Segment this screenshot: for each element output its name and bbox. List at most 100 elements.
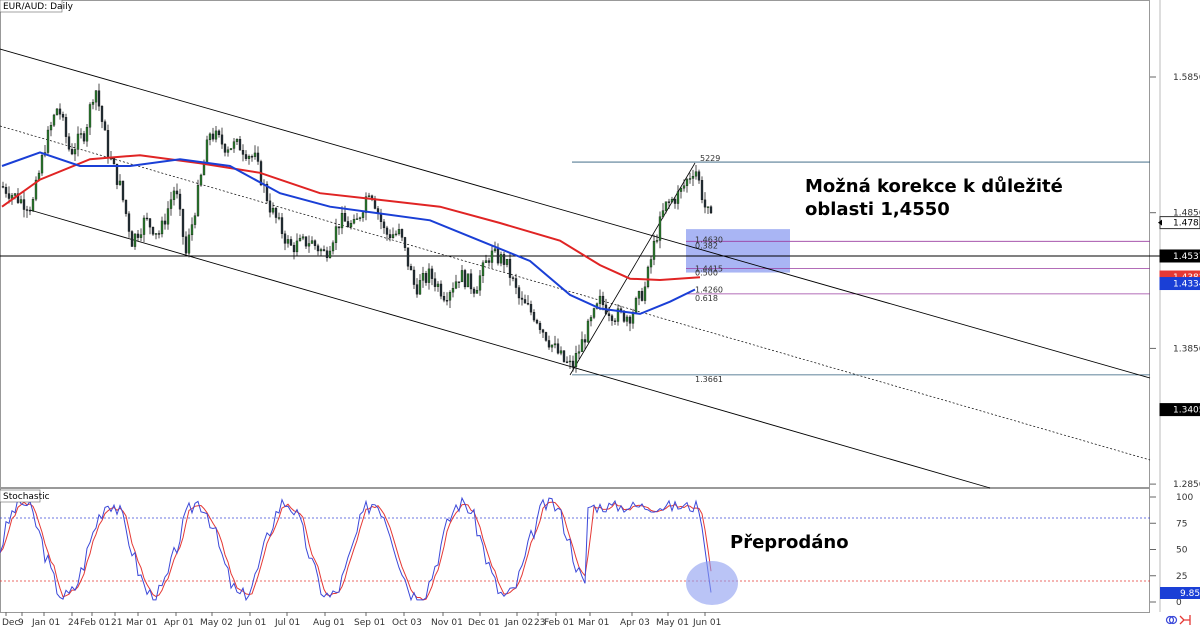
- candle-body: [652, 240, 656, 260]
- x-tick-label: May 02: [200, 618, 233, 628]
- candle-body: [703, 199, 707, 208]
- candle-body: [106, 130, 110, 159]
- main-pane-frame: [0, 0, 1150, 488]
- candle-body: [574, 353, 578, 367]
- candle-body: [355, 218, 359, 220]
- fib-label: 0.500: [695, 268, 718, 277]
- candle-body: [508, 258, 512, 278]
- candle-body: [319, 249, 323, 252]
- candle-body: [397, 229, 401, 235]
- candle-body: [88, 104, 92, 128]
- price-tick-label: 1.4856: [1173, 209, 1200, 219]
- candle-body: [172, 190, 176, 200]
- candle-body: [673, 199, 677, 204]
- candle-body: [250, 156, 254, 158]
- candle-body: [28, 209, 32, 212]
- candle-body: [265, 183, 269, 202]
- scroll-end-icon[interactable]: [1179, 615, 1191, 625]
- candle-body: [31, 199, 35, 211]
- candle-body: [412, 269, 416, 285]
- candle-body: [556, 343, 560, 354]
- price-tag-box: [1159, 403, 1200, 417]
- candle-body: [277, 217, 281, 219]
- x-tick-label: Mar 01: [126, 618, 157, 628]
- candle-body: [682, 185, 686, 189]
- candle-body: [214, 130, 218, 140]
- candle-body: [22, 199, 26, 210]
- x-tick-label: 24: [68, 618, 80, 628]
- candle-body: [349, 223, 353, 228]
- channel-lower-line: [29, 209, 991, 489]
- price-tag-label: 1.4537: [1173, 252, 1200, 262]
- x-tick-label: Oct 03: [392, 618, 422, 628]
- x-tick-label: Jan 02: [504, 618, 533, 628]
- x-tick-label: Nov 01: [431, 618, 463, 628]
- candle-body: [685, 179, 689, 186]
- candle-body: [490, 250, 494, 263]
- candle-body: [439, 283, 443, 297]
- candle-body: [100, 106, 104, 122]
- candle-body: [634, 298, 638, 313]
- annotation-line-1: Možná korekce k důležité: [805, 175, 1063, 197]
- candle-body: [328, 250, 332, 258]
- candle-body: [274, 207, 278, 218]
- candle-body: [58, 108, 62, 115]
- candle-body: [526, 303, 530, 305]
- candle-body: [391, 234, 395, 239]
- candle-body: [91, 101, 95, 105]
- x-tick-label: Jun 01: [237, 618, 266, 628]
- candle-body: [292, 245, 296, 253]
- candle-body: [451, 288, 455, 293]
- fib-label: 5229: [700, 154, 720, 163]
- candle-body: [307, 243, 311, 247]
- oversold-annotation: Přeprodáno: [730, 532, 849, 553]
- candle-body: [298, 237, 302, 242]
- candle-body: [49, 125, 53, 131]
- x-tick-label: Aug 01: [313, 618, 345, 628]
- candle-body: [517, 287, 521, 299]
- sync-icon[interactable]: [1165, 615, 1178, 625]
- x-tick-label: Jul 01: [274, 618, 300, 628]
- fib-label: 1.4415: [695, 265, 723, 274]
- fib-trend-line: [569, 162, 696, 376]
- candle-body: [67, 136, 71, 150]
- x-tick-label: Feb 01: [80, 618, 110, 628]
- candle-body: [709, 206, 713, 214]
- candle-body: [562, 350, 566, 362]
- candle-body: [607, 313, 611, 316]
- candle-body: [271, 207, 275, 213]
- candle-body: [445, 300, 449, 302]
- candle-body: [184, 236, 188, 254]
- ema-100-line: [1, 151, 696, 315]
- candle-body: [76, 133, 80, 150]
- stoch-tick-label: 50: [1176, 546, 1188, 556]
- candle-body: [235, 138, 239, 142]
- candle-body: [187, 234, 191, 254]
- x-tick-label: Dec 01: [468, 618, 500, 628]
- candle-body: [157, 233, 161, 235]
- fib-label: 0.382: [695, 241, 718, 250]
- candle-body: [706, 206, 710, 208]
- candle-body: [112, 158, 116, 165]
- candle-body: [151, 226, 155, 235]
- candle-body: [601, 295, 605, 306]
- candle-body: [418, 280, 422, 295]
- candle-body: [430, 268, 434, 279]
- candle-body: [664, 201, 668, 211]
- candle-body: [160, 220, 164, 235]
- fib-label: 0.618: [695, 294, 718, 303]
- candle-body: [64, 117, 68, 137]
- candle-body: [34, 179, 38, 200]
- stoch-tick-label: 0: [1176, 598, 1182, 608]
- candle-body: [115, 163, 119, 185]
- candle-body: [448, 292, 452, 301]
- candle-body: [283, 233, 287, 244]
- stoch-tick-label: 25: [1176, 572, 1187, 582]
- candle-body: [13, 193, 17, 196]
- candle-body: [205, 139, 209, 163]
- candle-body: [460, 270, 464, 283]
- chart-title: EUR/AUD: Daily: [3, 2, 74, 12]
- candle-body: [544, 332, 548, 341]
- candle-body: [628, 316, 632, 324]
